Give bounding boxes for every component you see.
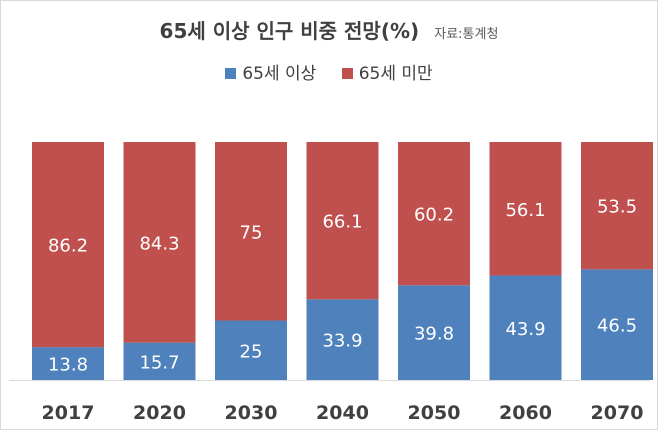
data-label-over65-2030: 25	[240, 341, 263, 362]
data-label-under65-2017: 86.2	[48, 236, 88, 257]
data-label-over65-2070: 46.5	[597, 316, 637, 337]
bar-over65-2017	[32, 347, 104, 380]
x-tick-label-2017: 2017	[42, 402, 95, 424]
x-tick-label-2030: 2030	[225, 402, 278, 424]
x-tick-label-2020: 2020	[133, 402, 186, 424]
x-tick-label-2060: 2060	[499, 402, 552, 424]
bar-over65-2040	[306, 299, 379, 380]
bar-under65-2060	[489, 142, 562, 276]
legend-label-under-65: 65세 미만	[358, 64, 433, 84]
x-tick-label-2070: 2070	[591, 402, 644, 424]
data-label-under65-2030: 75	[240, 222, 263, 243]
bar-over65-2050	[398, 285, 470, 380]
chart-title: 65세 이상 인구 비중 전망(%)	[159, 19, 420, 43]
bar-under65-2017	[32, 142, 104, 348]
x-tick-label-2040: 2040	[316, 402, 369, 424]
legend-swatch-65-and-over	[225, 68, 237, 79]
data-label-under65-2070: 53.5	[597, 197, 637, 218]
bar-over65-2020	[123, 342, 196, 380]
data-label-over65-2020: 15.7	[139, 352, 179, 373]
data-label-under65-2040: 66.1	[322, 212, 362, 233]
data-label-over65-2060: 43.9	[505, 319, 545, 340]
data-label-over65-2050: 39.8	[414, 324, 454, 345]
bar-under65-2050	[398, 142, 470, 286]
bar-over65-2070	[581, 269, 653, 380]
chart-source: 자료:통계청	[434, 27, 499, 42]
legend-label-65-and-over: 65세 이상	[242, 64, 317, 84]
legend-item-under-65: 65세 미만	[341, 59, 433, 84]
data-label-under65-2060: 56.1	[505, 200, 545, 221]
bar-under65-2030	[215, 142, 287, 321]
legend: 65세 이상 65세 미만	[1, 59, 657, 84]
data-label-over65-2040: 33.9	[322, 331, 362, 352]
bar-under65-2070	[581, 142, 653, 270]
bar-over65-2030	[215, 320, 287, 380]
data-label-under65-2050: 60.2	[414, 205, 454, 226]
x-tick-label-2050: 2050	[408, 402, 461, 424]
bar-under65-2020	[123, 142, 196, 343]
bar-under65-2040	[306, 142, 379, 300]
legend-swatch-under-65	[341, 68, 353, 79]
data-label-over65-2017: 13.8	[48, 355, 88, 376]
bar-over65-2060	[489, 275, 562, 380]
legend-item-65-and-over: 65세 이상	[225, 59, 316, 84]
title-row: 65세 이상 인구 비중 전망(%) 자료:통계청	[1, 15, 657, 44]
data-label-under65-2020: 84.3	[139, 233, 179, 254]
